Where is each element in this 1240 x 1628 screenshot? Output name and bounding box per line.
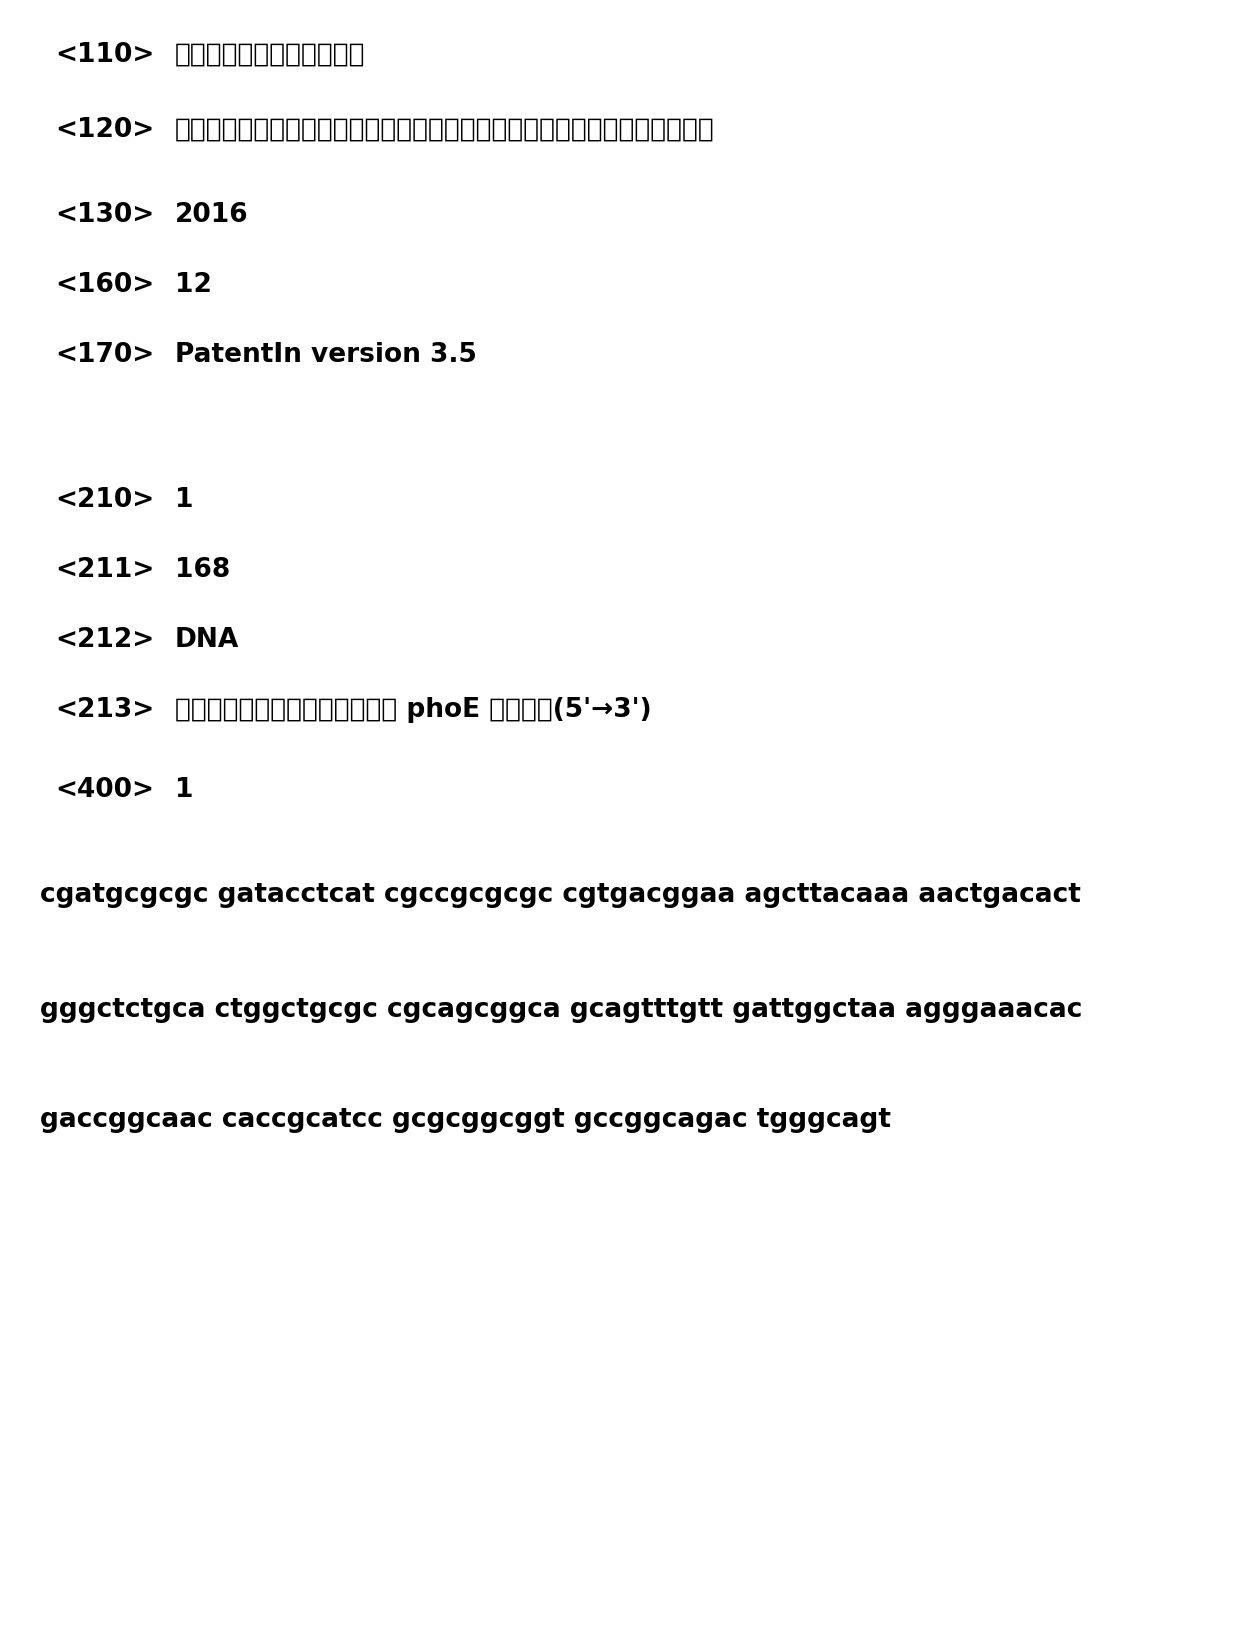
- Text: <212>: <212>: [55, 627, 154, 653]
- Text: <110>: <110>: [55, 42, 154, 68]
- Text: PatentIn version 3.5: PatentIn version 3.5: [175, 342, 477, 368]
- Text: <170>: <170>: [55, 342, 154, 368]
- Text: gaccggcaac caccgcatcc gcgcggcggt gccggcagac tgggcagt: gaccggcaac caccgcatcc gcgcggcggt gccggca…: [40, 1107, 892, 1133]
- Text: <130>: <130>: [55, 202, 154, 228]
- Text: gggctctgca ctggctgcgc cgcagcggca gcagtttgtt gattggctaa agggaaacac: gggctctgca ctggctgcgc cgcagcggca gcagttt…: [40, 996, 1083, 1022]
- Text: 一种检测肺炎克雷伯菌耗碳青霏烯类抗生素基因的引物、探针、方法及试剂盒: 一种检测肺炎克雷伯菌耗碳青霏烯类抗生素基因的引物、探针、方法及试剂盒: [175, 117, 714, 143]
- Text: 肺炎克雷伯菌外膜磷酸蛋白基因 phoE 核酸序列(5'→3'): 肺炎克雷伯菌外膜磷酸蛋白基因 phoE 核酸序列(5'→3'): [175, 697, 652, 723]
- Text: 宁波基内生物技术有限公司: 宁波基内生物技术有限公司: [175, 42, 366, 68]
- Text: DNA: DNA: [175, 627, 239, 653]
- Text: cgatgcgcgc gatacctcat cgccgcgcgc cgtgacggaa agcttacaaa aactgacact: cgatgcgcgc gatacctcat cgccgcgcgc cgtgacg…: [40, 882, 1081, 908]
- Text: <210>: <210>: [55, 487, 154, 513]
- Text: <400>: <400>: [55, 777, 154, 803]
- Text: <213>: <213>: [55, 697, 154, 723]
- Text: <211>: <211>: [55, 557, 154, 583]
- Text: <120>: <120>: [55, 117, 154, 143]
- Text: 2016: 2016: [175, 202, 249, 228]
- Text: 1: 1: [175, 487, 193, 513]
- Text: 168: 168: [175, 557, 231, 583]
- Text: 12: 12: [175, 272, 212, 298]
- Text: <160>: <160>: [55, 272, 154, 298]
- Text: 1: 1: [175, 777, 193, 803]
